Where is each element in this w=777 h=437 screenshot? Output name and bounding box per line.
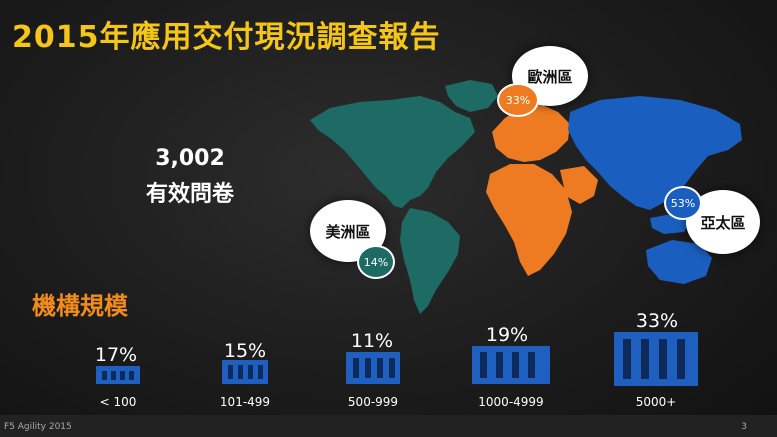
africa-shape xyxy=(486,164,572,276)
apac-percent: 53% xyxy=(670,196,696,210)
slide-title: 2015年應用交付現況調查報告 xyxy=(12,20,441,55)
org-size-label: 5000+ xyxy=(635,395,677,409)
org-size-heading: 機構規模 xyxy=(32,292,128,320)
americas-label: 美洲區 xyxy=(325,222,371,241)
building-icon xyxy=(222,360,268,384)
europe-bubble: 歐洲區 xyxy=(512,46,588,106)
americas-percent: 14% xyxy=(363,255,389,269)
org-size-percent: 17% xyxy=(94,344,138,366)
asia-shape xyxy=(568,96,742,210)
europe-percent-badge: 33% xyxy=(497,83,539,117)
south-america-shape xyxy=(400,208,460,314)
australia-shape xyxy=(646,240,712,284)
org-size-label: 1000-4999 xyxy=(478,395,544,409)
americas-percent-badge: 14% xyxy=(357,245,395,279)
apac-percent-badge: 53% xyxy=(664,186,702,220)
building-icon xyxy=(472,346,550,384)
footer-text: F5 Agility 2015 xyxy=(4,422,72,432)
north-america-shape xyxy=(310,96,475,208)
apac-label: 亞太區 xyxy=(700,213,746,232)
europe-shape xyxy=(492,104,570,162)
page-number: 3 xyxy=(741,422,747,432)
building-icon xyxy=(346,352,400,384)
org-size-percent: 19% xyxy=(485,324,529,346)
building-icon xyxy=(614,332,698,386)
org-size-percent: 33% xyxy=(635,310,679,332)
middle-east-shape xyxy=(560,166,598,204)
europe-percent: 33% xyxy=(505,93,531,107)
org-size-percent: 11% xyxy=(350,330,394,352)
greenland-shape xyxy=(445,80,498,112)
org-size-percent: 15% xyxy=(223,340,267,362)
org-size-label: < 100 xyxy=(99,395,137,409)
org-size-label: 500-999 xyxy=(347,395,399,409)
footer-bar xyxy=(0,415,777,437)
org-size-label: 101-499 xyxy=(219,395,271,409)
respondent-label: 有效問卷 xyxy=(145,182,234,207)
respondent-count: 3,002 xyxy=(155,146,225,171)
europe-label: 歐洲區 xyxy=(527,67,573,86)
building-icon xyxy=(96,366,140,384)
